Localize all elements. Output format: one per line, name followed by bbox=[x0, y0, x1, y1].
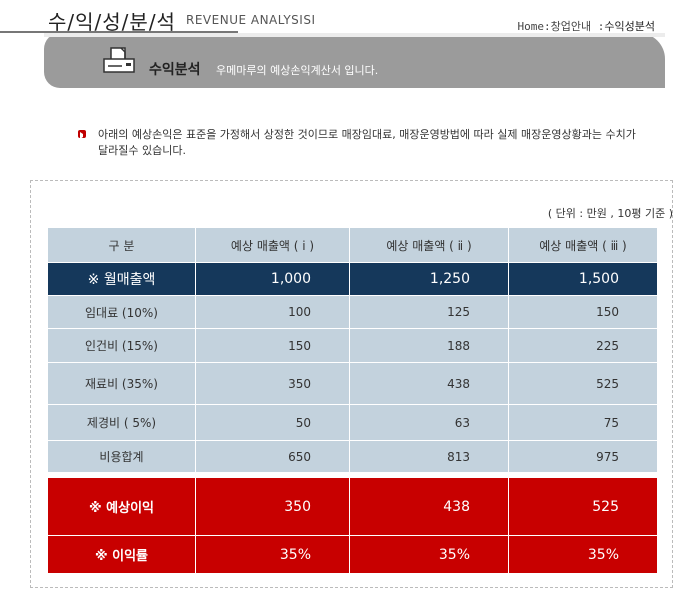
row-value: 75 bbox=[508, 404, 658, 441]
disclaimer-note: 아래의 예상손익은 표준을 가정해서 상정한 것이므로 매장임대료, 매장운영방… bbox=[78, 127, 640, 159]
row-label: 비용합계 bbox=[47, 440, 196, 473]
table-row-monthly-sales: ※ 월매출액 1,000 1,250 1,500 bbox=[47, 262, 658, 296]
page-title: 수/익/성/분/석 bbox=[48, 10, 176, 34]
table-row-rent: 임대료 (10%) 100 125 150 bbox=[47, 295, 658, 329]
row-value: 975 bbox=[508, 440, 658, 473]
row-value: 35% bbox=[349, 535, 509, 574]
table-header-row: 구 분 예상 매출액 ( ⅰ ) 예상 매출액 ( ⅱ ) 예상 매출액 ( ⅲ… bbox=[47, 227, 658, 263]
row-label: 임대료 (10%) bbox=[47, 295, 196, 329]
header-revenue-2: 예상 매출액 ( ⅱ ) bbox=[349, 227, 509, 263]
row-value: 1,000 bbox=[195, 262, 350, 296]
table-row-total-cost: 비용합계 650 813 975 bbox=[47, 440, 658, 473]
row-value: 650 bbox=[195, 440, 350, 473]
row-value: 225 bbox=[508, 328, 658, 363]
row-value: 438 bbox=[349, 362, 509, 405]
row-value: 1,500 bbox=[508, 262, 658, 296]
table-gap-row bbox=[47, 472, 658, 478]
table-row-labor: 인건비 (15%) 150 188 225 bbox=[47, 328, 658, 363]
row-label: 인건비 (15%) bbox=[47, 328, 196, 363]
row-label: ※ 이익률 bbox=[47, 535, 196, 574]
breadcrumb-current: 수익성분석 bbox=[604, 20, 655, 33]
row-value: 438 bbox=[349, 477, 509, 536]
banner-description: 우메마루의 예상손익계산서 입니다. bbox=[216, 64, 379, 77]
row-value: 350 bbox=[195, 477, 350, 536]
banner-title: 수익분석 bbox=[149, 62, 201, 78]
row-value: 188 bbox=[349, 328, 509, 363]
row-value: 35% bbox=[195, 535, 350, 574]
table-row-expected-profit: ※ 예상이익 350 438 525 bbox=[47, 477, 658, 536]
row-value: 150 bbox=[195, 328, 350, 363]
header-category: 구 분 bbox=[47, 227, 196, 263]
row-value: 813 bbox=[349, 440, 509, 473]
header-revenue-1: 예상 매출액 ( ⅰ ) bbox=[195, 227, 350, 263]
row-label: 재료비 (35%) bbox=[47, 362, 196, 405]
page-subtitle: REVENUE ANALYSISI bbox=[186, 13, 316, 27]
unit-label: ( 단위 : 만원 , 10평 기준 ) bbox=[547, 207, 673, 220]
section-banner: 수익분석 우메마루의 예상손익계산서 입니다. bbox=[44, 33, 665, 88]
header-revenue-3: 예상 매출액 ( ⅲ ) bbox=[508, 227, 658, 263]
breadcrumb: Home:창업안내 :수익성분석 bbox=[518, 18, 655, 34]
row-value: 50 bbox=[195, 404, 350, 441]
row-value: 350 bbox=[195, 362, 350, 405]
printer-icon bbox=[103, 47, 135, 73]
row-value: 100 bbox=[195, 295, 350, 329]
row-label: 제경비 ( 5%) bbox=[47, 404, 196, 441]
row-label: ※ 월매출액 bbox=[47, 262, 196, 296]
row-value: 525 bbox=[508, 362, 658, 405]
red-square-bullet-icon bbox=[78, 130, 86, 139]
row-value: 63 bbox=[349, 404, 509, 441]
title-underline bbox=[0, 31, 238, 33]
row-value: 150 bbox=[508, 295, 658, 329]
breadcrumb-home-link[interactable]: Home:창업안내 : bbox=[517, 20, 605, 33]
table-row-profit-rate: ※ 이익률 35% 35% 35% bbox=[47, 535, 658, 574]
table-row-materials: 재료비 (35%) 350 438 525 bbox=[47, 362, 658, 405]
row-value: 35% bbox=[508, 535, 658, 574]
revenue-table: 구 분 예상 매출액 ( ⅰ ) 예상 매출액 ( ⅱ ) 예상 매출액 ( ⅲ… bbox=[47, 227, 658, 574]
row-value: 525 bbox=[508, 477, 658, 536]
row-label: ※ 예상이익 bbox=[47, 477, 196, 536]
row-value: 125 bbox=[349, 295, 509, 329]
table-container bbox=[30, 180, 673, 588]
row-value: 1,250 bbox=[349, 262, 509, 296]
table-row-expenses: 제경비 ( 5%) 50 63 75 bbox=[47, 404, 658, 441]
disclaimer-text: 아래의 예상손익은 표준을 가정해서 상정한 것이므로 매장임대료, 매장운영방… bbox=[98, 128, 636, 157]
